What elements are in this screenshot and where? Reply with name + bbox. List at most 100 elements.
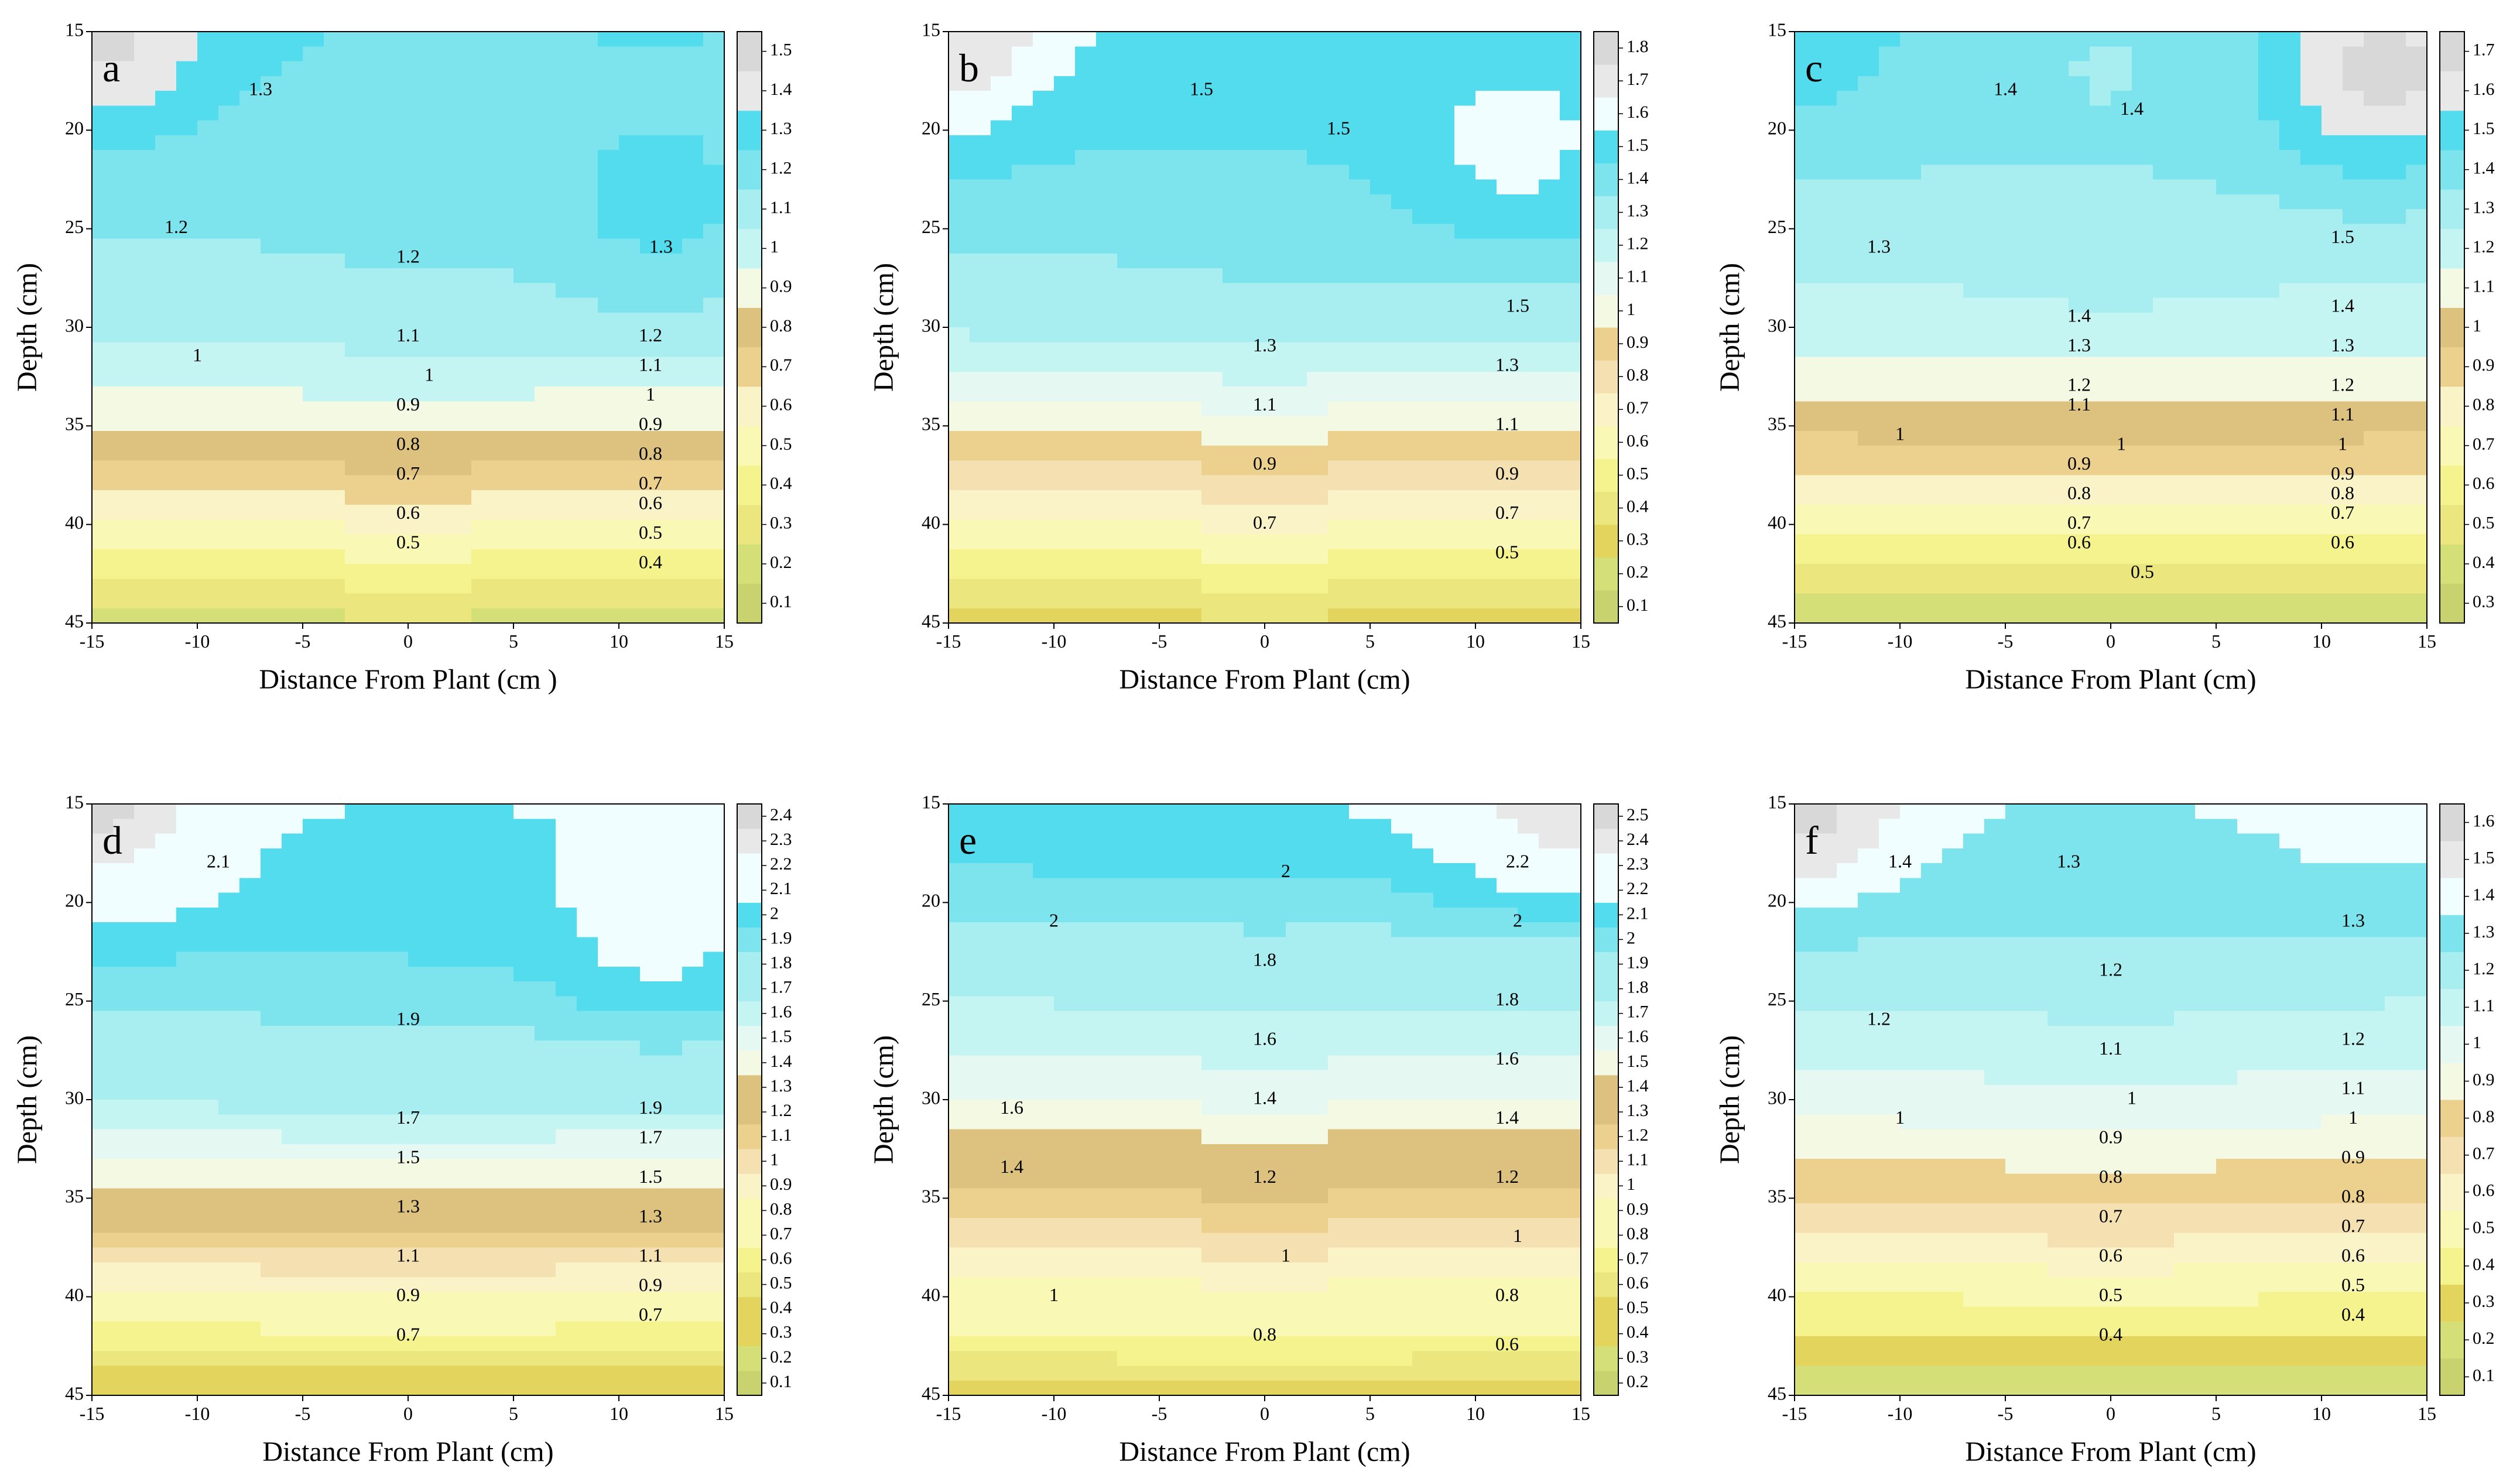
heatmap-cell	[1370, 283, 1392, 299]
heatmap-cell	[1984, 357, 2006, 372]
heatmap-cell	[471, 490, 493, 505]
heatmap-cell	[513, 981, 535, 997]
heatmap-cell	[556, 848, 577, 864]
heatmap-cell	[1307, 386, 1329, 402]
heatmap-cell	[92, 165, 114, 180]
heatmap-cell	[92, 1218, 114, 1233]
colorbar-swatch	[1594, 491, 1618, 525]
heatmap-cell	[113, 268, 135, 283]
heatmap-cell	[1795, 91, 1816, 106]
heatmap-cell	[2132, 564, 2153, 579]
heatmap-cell	[1286, 91, 1307, 106]
heatmap-cell	[1837, 312, 1858, 328]
heatmap-cell	[450, 312, 472, 328]
heatmap-cell	[113, 1292, 135, 1308]
heatmap-cell	[2322, 253, 2343, 269]
heatmap-cell	[556, 519, 577, 535]
heatmap-cell	[535, 1321, 556, 1337]
heatmap-cell	[2406, 46, 2427, 62]
heatmap-cell	[1816, 460, 1837, 476]
heatmap-cell	[218, 1306, 240, 1322]
heatmap-cell	[1795, 401, 1816, 417]
heatmap-cell	[2237, 238, 2259, 254]
heatmap-cell	[239, 342, 261, 358]
heatmap-cell	[1795, 371, 1816, 387]
heatmap-cell	[1180, 165, 1202, 180]
heatmap-cell	[429, 534, 451, 550]
heatmap-cell	[1921, 371, 1943, 387]
heatmap-cell	[2322, 505, 2343, 520]
heatmap-cell	[661, 564, 683, 579]
heatmap-cell	[661, 91, 683, 106]
heatmap-cell	[598, 76, 619, 91]
heatmap-cell	[1117, 357, 1139, 372]
heatmap-cell	[1942, 91, 1964, 106]
heatmap-cell	[218, 1247, 240, 1263]
heatmap-cell	[450, 253, 472, 269]
heatmap-cell	[970, 549, 991, 564]
heatmap-cell	[176, 1011, 198, 1026]
contour-label: 1	[193, 344, 202, 365]
heatmap-cell	[1837, 549, 1858, 564]
heatmap-cell	[1816, 238, 1837, 254]
heatmap-cell	[2385, 105, 2406, 121]
heatmap-cell	[218, 1011, 240, 1026]
heatmap-cell	[1033, 593, 1054, 609]
heatmap-cell	[2048, 120, 2069, 136]
heatmap-cell	[2069, 76, 2090, 91]
heatmap-cell	[218, 1292, 240, 1308]
heatmap-cell	[239, 1321, 261, 1337]
heatmap-cell	[2343, 179, 2364, 195]
heatmap-cell	[2322, 91, 2343, 106]
heatmap-cell	[1921, 135, 1943, 150]
heatmap-cell	[535, 268, 556, 283]
heatmap-cell	[1984, 460, 2006, 476]
heatmap-cell	[387, 1041, 409, 1056]
heatmap-cell	[513, 892, 535, 908]
heatmap-cell	[949, 283, 970, 299]
heatmap-cell	[2048, 312, 2069, 328]
heatmap-cell	[640, 224, 662, 239]
heatmap-cell	[197, 446, 219, 461]
heatmap-cell	[1858, 490, 1879, 505]
heatmap-cell	[429, 1114, 451, 1130]
heatmap-cell	[282, 342, 303, 358]
heatmap-cell	[261, 327, 282, 343]
heatmap-cell	[345, 135, 367, 150]
heatmap-cell	[492, 105, 514, 121]
heatmap-cell	[408, 297, 430, 313]
contour-label: 0.8	[396, 433, 420, 454]
heatmap-cell	[303, 1188, 324, 1204]
heatmap-cell	[2343, 120, 2364, 136]
heatmap-cell	[429, 224, 451, 239]
heatmap-cell	[176, 297, 198, 313]
heatmap-cell	[492, 371, 514, 387]
heatmap-cell	[113, 981, 135, 997]
heatmap-cell	[1942, 519, 1964, 535]
heatmap-cell	[661, 1070, 683, 1086]
heatmap-cell	[1391, 165, 1413, 180]
heatmap-cell	[577, 1173, 598, 1189]
heatmap-cell	[2111, 371, 2132, 387]
heatmap-cell	[513, 549, 535, 564]
heatmap-cell	[640, 1055, 662, 1071]
heatmap-cell	[2406, 386, 2427, 402]
heatmap-cell	[2174, 416, 2196, 432]
heatmap-cell	[218, 1100, 240, 1115]
heatmap-cell	[1560, 549, 1581, 564]
heatmap-cell	[1159, 608, 1181, 624]
heatmap-cell	[598, 863, 619, 878]
heatmap-cell	[1201, 238, 1223, 254]
heatmap-cell	[1138, 194, 1160, 210]
heatmap-cell	[1412, 194, 1434, 210]
heatmap-cell	[1349, 32, 1371, 47]
heatmap-cell	[598, 549, 619, 564]
heatmap-cell	[703, 1218, 725, 1233]
heatmap-cell	[1816, 179, 1837, 195]
heatmap-cell	[640, 401, 662, 417]
heatmap-cell	[1117, 475, 1139, 491]
heatmap-cell	[492, 952, 514, 967]
heatmap-cell	[155, 1100, 177, 1115]
heatmap-cell	[282, 804, 303, 819]
heatmap-cell	[387, 46, 409, 62]
